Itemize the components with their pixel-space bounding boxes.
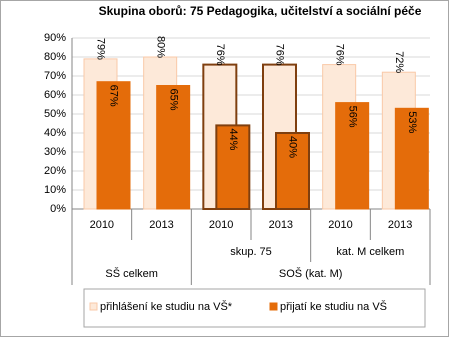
x-tick-label: 2013 bbox=[149, 219, 173, 231]
y-tick-label: 40% bbox=[44, 127, 66, 139]
data-label: 53% bbox=[406, 111, 418, 133]
bar bbox=[96, 81, 131, 210]
data-label: 67% bbox=[108, 85, 120, 107]
x-tick-label: 2010 bbox=[328, 219, 352, 231]
y-tick-label: 70% bbox=[44, 70, 66, 82]
legend-swatch bbox=[89, 302, 98, 311]
y-tick-label: 50% bbox=[44, 108, 66, 120]
x-tick-label: 2010 bbox=[209, 219, 233, 231]
bar bbox=[156, 85, 191, 210]
x-tick-label: 2013 bbox=[269, 219, 293, 231]
legend-box bbox=[83, 288, 426, 328]
data-label: 40% bbox=[287, 136, 299, 158]
x-tick-label: 2010 bbox=[90, 219, 114, 231]
x-tick-label: 2013 bbox=[388, 219, 412, 231]
legend-label: přijatí ke studiu na VŠ bbox=[280, 300, 387, 313]
data-label: 76% bbox=[274, 44, 286, 66]
bar bbox=[215, 124, 251, 210]
chart-title: Skupina oborů: 75 Pedagogika, učitelství… bbox=[99, 4, 422, 18]
bar bbox=[335, 102, 370, 210]
y-tick-label: 0% bbox=[50, 203, 66, 215]
y-tick-label: 20% bbox=[44, 165, 66, 177]
y-tick-label: 10% bbox=[44, 184, 66, 196]
data-label: 76% bbox=[214, 44, 226, 66]
data-label: 72% bbox=[393, 51, 405, 73]
data-label: 44% bbox=[227, 128, 239, 150]
x-tick-label: kat. M celkem bbox=[336, 246, 404, 258]
y-tick-label: 90% bbox=[44, 32, 66, 44]
data-label: 79% bbox=[95, 38, 107, 60]
bar bbox=[394, 107, 429, 210]
y-tick-label: 80% bbox=[44, 51, 66, 63]
x-tick-label: skup. 75 bbox=[230, 246, 272, 258]
data-label: 56% bbox=[346, 106, 358, 128]
legend-swatch bbox=[269, 302, 278, 311]
bar bbox=[275, 132, 310, 210]
y-tick-label: 60% bbox=[44, 89, 66, 101]
legend-label: přihlášení ke studiu na VŠ* bbox=[100, 300, 233, 313]
data-label: 65% bbox=[167, 88, 179, 110]
y-tick-label: 30% bbox=[44, 146, 66, 158]
x-tick-label: SŠ celkem bbox=[105, 267, 158, 280]
data-label: 80% bbox=[154, 36, 166, 58]
data-label: 76% bbox=[333, 44, 345, 66]
x-tick-label: SOŠ (kat. M) bbox=[279, 267, 343, 280]
